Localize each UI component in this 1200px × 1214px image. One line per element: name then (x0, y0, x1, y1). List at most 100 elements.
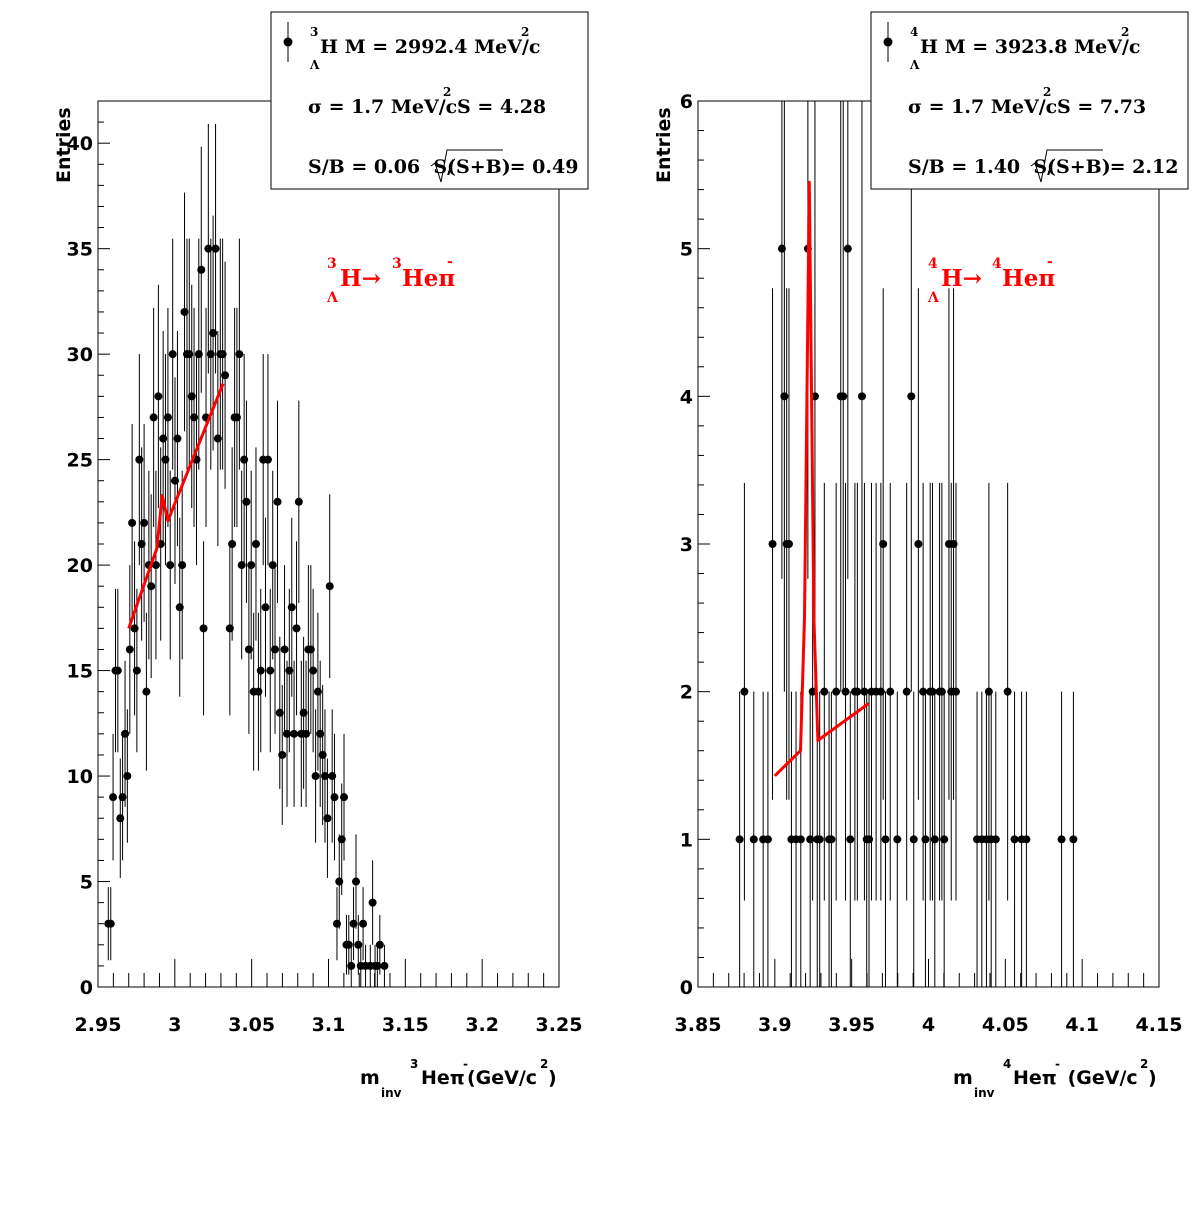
data-point (820, 687, 829, 696)
data-point (140, 518, 149, 527)
data-point (902, 687, 911, 696)
x-axis-title: m inv 4 Heπ - (GeV/c 2 ) (953, 1057, 1157, 1100)
x-tick-label: 3.05 (228, 1014, 275, 1036)
x-title-minus: - (463, 1057, 468, 1071)
data-point (287, 603, 296, 612)
annotation-sup2: 3 (392, 256, 402, 272)
data-point (235, 350, 244, 359)
data-point (886, 687, 895, 696)
annotation-product: Heπ (402, 265, 455, 292)
stats-box: 3 Λ H M = 2992.4 MeV/c 2 σ = 1.7 MeV/c 2… (270, 11, 589, 190)
x-title-particle: Heπ (1013, 1067, 1057, 1089)
y-tick-label: 10 (67, 766, 93, 788)
data-point (142, 687, 151, 696)
y-tick-label: 6 (680, 91, 693, 113)
data-point (1003, 687, 1012, 696)
y-axis-title: Entries (53, 107, 75, 183)
data-point (380, 961, 389, 970)
data-point (251, 540, 260, 548)
data-point (940, 835, 949, 844)
data-point (149, 413, 158, 422)
data-point (375, 940, 384, 949)
data-point (280, 645, 289, 654)
x-title-sup: 4 (1003, 1057, 1011, 1071)
data-point (952, 687, 961, 696)
data-point (839, 392, 848, 401)
x-title-unit: (GeV/c (467, 1067, 537, 1089)
annotation-product: Heπ (1002, 265, 1055, 292)
data-point (221, 371, 230, 380)
x-tick-label: 3.95 (828, 1014, 875, 1036)
stats-sigma: σ = 1.7 MeV/c (908, 96, 1057, 118)
x-tick-label: 3.15 (382, 1014, 429, 1036)
data-point (166, 561, 175, 570)
data-point (330, 793, 339, 802)
data-point (907, 392, 916, 401)
x-tick-labels: 2.95 3 3.05 3.1 3.15 3.2 3.25 (75, 1014, 583, 1036)
sqrt-symbol-icon (430, 149, 503, 183)
stats-mass-sub: Λ (309, 58, 320, 72)
stats-significance: = 2.12 (1103, 156, 1178, 178)
stats-sb: S/B = 1.40 S/ (908, 156, 1054, 178)
data-point (247, 561, 256, 570)
sqrt-symbol-icon (1030, 149, 1103, 183)
data-point (930, 835, 939, 844)
data-points (735, 101, 1078, 987)
stats-sigma-unit-sup: 2 (443, 85, 451, 99)
stats-mass: H M = 3923.8 MeV/c (920, 36, 1140, 58)
y-axis-title: Entries (653, 107, 675, 183)
data-point (197, 265, 206, 274)
x-tick-label: 3.9 (758, 1014, 792, 1036)
y-tick-label: 4 (680, 386, 693, 408)
annotation-sup: 3 (327, 256, 337, 272)
x-tick-label: 4.05 (982, 1014, 1029, 1036)
data-point (735, 835, 744, 844)
x-tick-label: 4 (922, 1014, 935, 1036)
x-tick-label: 3.2 (465, 1014, 499, 1036)
data-point (881, 835, 890, 844)
data-point (340, 793, 349, 802)
fit-curve (773, 180, 870, 777)
data-point (178, 561, 187, 570)
data-point (271, 645, 280, 654)
fit-curve (127, 383, 225, 629)
y-tick-label: 20 (67, 555, 93, 577)
x-title-unit-close: ) (548, 1067, 557, 1089)
data-point (879, 540, 888, 548)
data-point (921, 835, 930, 844)
data-point (909, 835, 918, 844)
left-histogram-panel: 2.95 3 3.05 3.1 3.15 3.2 3.25 0 5 10 15 20 25 30 35 40… (53, 11, 589, 1100)
data-point (261, 603, 270, 612)
stats-sigma-unit-sup: 2 (1043, 85, 1051, 99)
data-point (113, 666, 122, 675)
data-point (228, 540, 237, 548)
x-tick-label: 3.25 (536, 1014, 583, 1036)
data-point (256, 666, 265, 675)
data-point (125, 645, 134, 654)
data-point (325, 582, 334, 591)
reaction-annotation: 3 Λ H→ 3 Heπ - (326, 254, 455, 306)
x-title-inv: inv (381, 1086, 402, 1100)
stats-sigma: σ = 1.7 MeV/c (308, 96, 457, 118)
x-tick-label: 2.95 (75, 1014, 122, 1036)
legend-marker-icon (883, 37, 893, 47)
data-point (309, 666, 318, 675)
stats-box: 4 Λ H M = 3923.8 MeV/c 2 σ = 1.7 MeV/c 2… (870, 11, 1189, 190)
x-tick-label: 4.1 (1065, 1014, 1099, 1036)
data-point (740, 687, 749, 696)
data-point (128, 518, 137, 527)
data-point (263, 455, 272, 464)
annotation-main: H→ (941, 265, 990, 292)
y-tick-label: 5 (80, 872, 93, 894)
data-point (857, 392, 866, 401)
data-point (352, 877, 361, 886)
data-point (294, 497, 303, 506)
axis-ticks (97, 100, 560, 988)
y-tick-label: 30 (67, 344, 93, 366)
data-point (132, 666, 141, 675)
data-point (853, 687, 862, 696)
data-point (290, 729, 299, 738)
stats-mass-sub: Λ (909, 58, 920, 72)
y-tick-label: 35 (67, 239, 93, 261)
